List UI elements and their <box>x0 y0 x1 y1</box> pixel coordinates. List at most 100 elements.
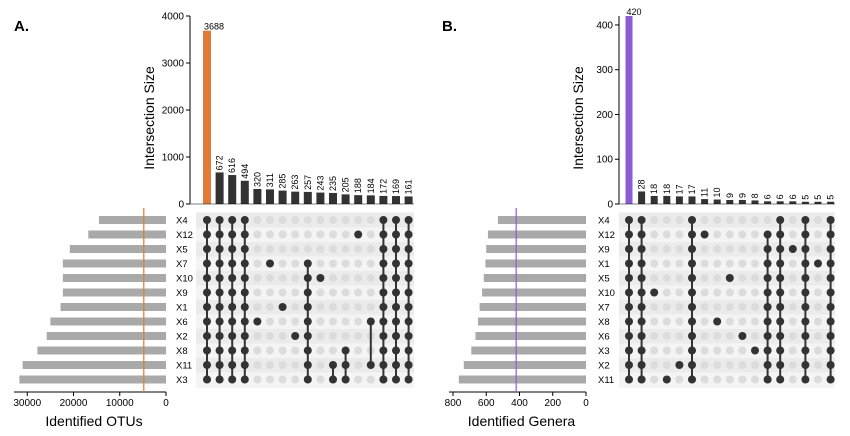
matrix-dot-empty-b-3-9 <box>662 346 671 355</box>
matrix-dot-filled-a-5-3 <box>266 259 274 268</box>
matrix-dot-empty-a-10-1 <box>329 230 337 239</box>
matrix-dot-filled-b-0-6 <box>625 303 633 311</box>
matrix-dot-empty-b-11-0 <box>763 216 772 224</box>
matrix-dot-empty-b-15-7 <box>814 317 822 326</box>
matrix-dot-filled-b-1-4 <box>637 274 646 282</box>
matrix-dot-filled-b-14-2 <box>801 245 810 253</box>
intersection-value-b-13: 6 <box>788 194 798 199</box>
intersection-bar-b-6 <box>701 199 709 204</box>
set-label-b-X4: X4 <box>598 216 610 227</box>
intersection-value-a-7: 263 <box>290 175 300 190</box>
set-tick-label-b-3: 600 <box>478 398 495 409</box>
matrix-dot-filled-b-9-8 <box>738 332 747 340</box>
matrix-dot-empty-b-10-4 <box>751 274 759 282</box>
intersection-bar-b-16 <box>827 201 835 204</box>
matrix-dot-filled-a-0-8 <box>203 332 211 340</box>
set-bar-a-X7 <box>62 259 166 268</box>
matrix-dot-empty-a-13-11 <box>366 375 375 384</box>
intersection-value-a-16: 161 <box>404 179 414 194</box>
matrix-dot-filled-b-1-10 <box>637 361 646 369</box>
intersection-value-a-5: 311 <box>265 173 275 187</box>
matrix-dot-filled-a-3-7 <box>240 317 249 326</box>
intersection-bar-b-7 <box>713 199 721 204</box>
matrix-dot-filled-a-1-0 <box>215 216 224 224</box>
matrix-dot-filled-b-11-1 <box>763 230 772 239</box>
matrix-dot-filled-b-0-0 <box>625 216 633 224</box>
matrix-dot-filled-a-9-4 <box>316 274 325 282</box>
intersection-value-b-5: 17 <box>687 184 697 194</box>
matrix-dot-filled-b-16-11 <box>826 375 835 384</box>
matrix-dot-filled-b-12-3 <box>776 259 785 268</box>
set-axis-title-a: Identified OTUs <box>45 413 142 429</box>
set-bar-a-X2 <box>46 332 166 340</box>
matrix-dot-empty-b-9-1 <box>738 230 747 239</box>
set-bar-b-X1 <box>485 259 586 268</box>
matrix-dot-empty-a-10-8 <box>329 332 337 340</box>
matrix-dot-empty-a-6-8 <box>278 332 287 340</box>
set-label-a-X2: X2 <box>176 332 188 343</box>
matrix-dot-filled-a-16-2 <box>404 245 413 253</box>
set-tick-label-b-2: 400 <box>511 398 528 409</box>
matrix-dot-filled-a-14-5 <box>379 288 388 297</box>
matrix-dot-empty-b-10-0 <box>751 216 759 224</box>
set-bar-a-X12 <box>88 230 166 239</box>
set-label-b-X5: X5 <box>598 274 610 285</box>
matrix-dot-empty-b-9-3 <box>738 259 747 268</box>
set-label-b-X10: X10 <box>598 288 615 299</box>
matrix-dot-filled-a-3-9 <box>240 346 249 355</box>
matrix-dot-filled-a-1-5 <box>215 288 224 297</box>
matrix-dot-filled-a-14-3 <box>379 259 388 268</box>
matrix-dot-filled-a-1-3 <box>215 259 224 268</box>
matrix-dot-empty-a-10-4 <box>329 274 337 282</box>
matrix-dot-filled-b-13-2 <box>788 245 797 253</box>
matrix-dot-filled-a-15-7 <box>392 317 400 326</box>
matrix-dot-empty-a-5-4 <box>266 274 274 282</box>
matrix-dot-filled-b-0-8 <box>625 332 633 340</box>
set-tick-label-b-4: 800 <box>445 398 462 409</box>
set-label-a-X3: X3 <box>176 375 188 386</box>
matrix-dot-filled-a-14-6 <box>379 303 388 311</box>
matrix-dot-empty-b-8-3 <box>725 259 734 268</box>
matrix-dot-empty-b-6-7 <box>700 317 709 326</box>
intersection-bar-b-8 <box>726 199 734 204</box>
intersection-value-a-14: 172 <box>378 179 388 194</box>
matrix-dot-empty-b-10-10 <box>751 361 759 369</box>
matrix-dot-filled-a-15-9 <box>392 346 400 355</box>
matrix-dot-filled-a-10-11 <box>329 375 337 384</box>
matrix-dot-empty-a-6-0 <box>278 216 287 224</box>
matrix-dot-empty-b-15-1 <box>814 230 822 239</box>
matrix-dot-filled-a-0-3 <box>203 259 211 268</box>
matrix-dot-filled-b-5-5 <box>688 288 696 297</box>
matrix-dot-empty-a-10-5 <box>329 288 337 297</box>
matrix-dot-empty-b-13-3 <box>788 259 797 268</box>
matrix-dot-filled-a-15-10 <box>392 361 400 369</box>
matrix-dot-filled-b-11-4 <box>763 274 772 282</box>
set-label-a-X8: X8 <box>176 346 188 357</box>
matrix-dot-empty-b-6-8 <box>700 332 709 340</box>
matrix-dot-empty-b-2-9 <box>650 346 659 355</box>
intersection-bar-b-3 <box>663 195 671 204</box>
matrix-dot-filled-b-12-7 <box>776 317 785 326</box>
intersection-bar-a-9 <box>316 192 325 204</box>
matrix-dot-empty-b-3-4 <box>662 274 671 282</box>
matrix-dot-filled-a-14-9 <box>379 346 388 355</box>
matrix-dot-filled-b-1-6 <box>637 303 646 311</box>
matrix-dot-empty-b-6-9 <box>700 346 709 355</box>
matrix-dot-empty-b-8-9 <box>725 346 734 355</box>
matrix-dot-filled-b-2-5 <box>650 288 659 297</box>
matrix-dot-empty-a-9-9 <box>316 346 325 355</box>
matrix-dot-empty-b-4-0 <box>675 216 684 224</box>
matrix-dot-empty-b-15-4 <box>814 274 822 282</box>
matrix-dot-empty-b-8-6 <box>725 303 734 311</box>
matrix-dot-filled-a-14-7 <box>379 317 388 326</box>
matrix-dot-empty-b-6-3 <box>700 259 709 268</box>
set-axis-title-b: Identified Genera <box>468 413 576 429</box>
matrix-dot-filled-b-1-0 <box>637 216 646 224</box>
set-label-a-X6: X6 <box>176 317 188 328</box>
set-label-b-X7: X7 <box>598 303 610 314</box>
matrix-dot-empty-b-3-0 <box>662 216 671 224</box>
matrix-dot-filled-b-14-4 <box>801 274 810 282</box>
matrix-dot-empty-b-4-3 <box>675 259 684 268</box>
matrix-dot-empty-b-13-0 <box>788 216 797 224</box>
matrix-dot-filled-a-11-11 <box>341 375 350 384</box>
